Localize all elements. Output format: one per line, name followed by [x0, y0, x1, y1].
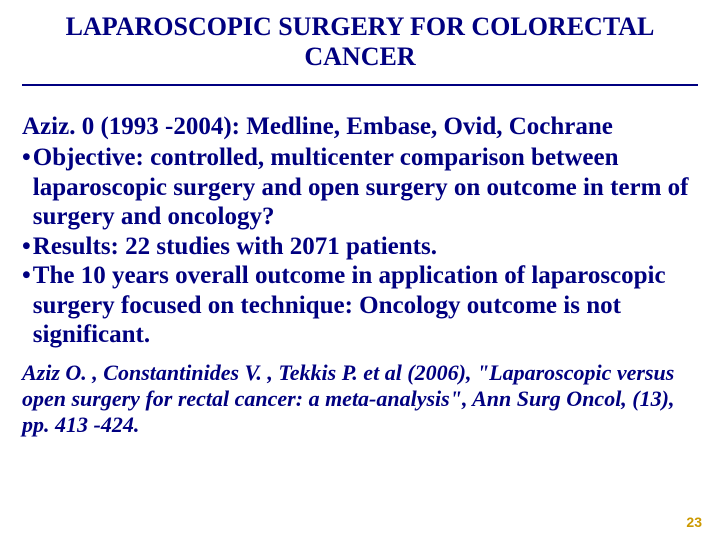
slide: LAPAROSCOPIC SURGERY FOR COLORECTAL CANC…	[0, 0, 720, 540]
bullet-item: • Results: 22 studies with 2071 patients…	[22, 232, 698, 262]
body-text: Aziz. 0 (1993 -2004): Medline, Embase, O…	[22, 112, 698, 350]
bullet-text: The 10 years overall outcome in applicat…	[33, 261, 698, 350]
reference-citation: Aziz O. , Constantinides V. , Tekkis P. …	[22, 360, 698, 438]
slide-title: LAPAROSCOPIC SURGERY FOR COLORECTAL CANC…	[22, 12, 698, 72]
bullet-dot-icon: •	[22, 261, 33, 350]
bullet-text: Results: 22 studies with 2071 patients.	[33, 232, 698, 262]
bullet-dot-icon: •	[22, 143, 33, 232]
bullet-dot-icon: •	[22, 232, 33, 262]
bullet-text: Objective: controlled, multicenter compa…	[33, 143, 698, 232]
lead-line: Aziz. 0 (1993 -2004): Medline, Embase, O…	[22, 112, 698, 142]
title-underline	[22, 84, 698, 86]
bullet-item: • Objective: controlled, multicenter com…	[22, 143, 698, 232]
page-number: 23	[686, 514, 702, 530]
bullet-item: • The 10 years overall outcome in applic…	[22, 261, 698, 350]
